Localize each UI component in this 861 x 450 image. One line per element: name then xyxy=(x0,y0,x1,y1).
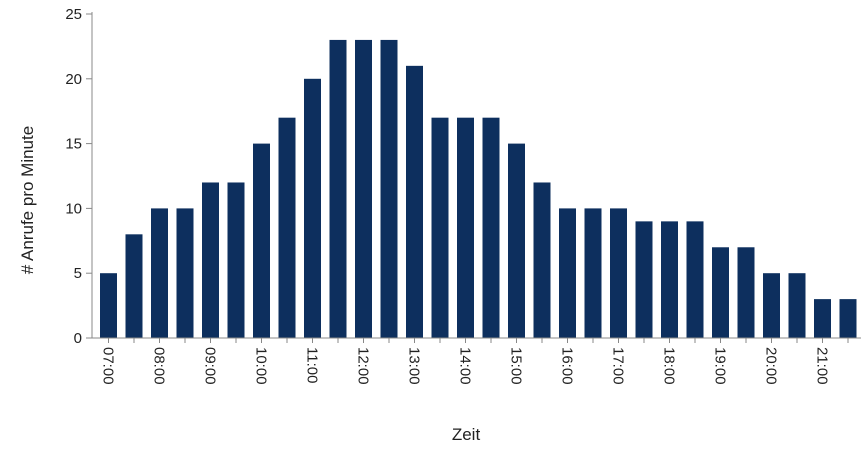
bar xyxy=(202,182,219,338)
x-tick-label: 19:00 xyxy=(712,347,729,385)
bar xyxy=(788,273,806,338)
bar xyxy=(533,182,551,338)
bar xyxy=(661,221,678,338)
bar xyxy=(151,208,168,338)
y-axis-ticks: 0 5 10 15 20 25 xyxy=(65,6,92,347)
bar xyxy=(329,39,347,339)
x-tick-label: 18:00 xyxy=(661,347,678,385)
bar xyxy=(227,182,245,338)
x-tick-label: 10:00 xyxy=(253,347,270,385)
bar xyxy=(635,221,653,338)
bar xyxy=(304,78,321,339)
bar xyxy=(100,273,117,338)
x-tick-label: 21:00 xyxy=(814,347,831,385)
bar xyxy=(253,143,270,338)
bar xyxy=(763,273,780,338)
bar xyxy=(686,221,704,338)
y-axis-label: # Anrufe pro Minute xyxy=(18,126,37,274)
bar xyxy=(380,39,398,339)
bar xyxy=(712,247,729,338)
bar xyxy=(125,234,143,338)
bar xyxy=(839,299,857,338)
x-tick-label: 15:00 xyxy=(508,347,525,385)
bar xyxy=(457,117,474,339)
bar xyxy=(610,208,627,338)
x-tick-label: 07:00 xyxy=(100,347,117,385)
bar-series xyxy=(100,39,857,339)
y-tick-label: 5 xyxy=(74,265,82,282)
bar xyxy=(814,299,831,338)
y-tick-label: 20 xyxy=(65,71,82,88)
bar xyxy=(176,208,194,338)
x-tick-label: 08:00 xyxy=(151,347,168,385)
x-axis-ticks: 07:00 08:00 09:00 10:00 11:00 12:00 13:00 14:00… xyxy=(100,338,849,385)
bar xyxy=(406,65,423,338)
x-tick-label: 16:00 xyxy=(559,347,576,385)
bar xyxy=(482,117,500,339)
x-axis-label: Zeit xyxy=(452,425,481,444)
y-tick-label: 0 xyxy=(74,330,82,347)
bar xyxy=(737,247,755,338)
y-tick-label: 10 xyxy=(65,200,82,217)
bar xyxy=(355,39,372,339)
bar xyxy=(508,143,525,338)
x-tick-label: 13:00 xyxy=(406,347,423,385)
bar xyxy=(431,117,449,339)
x-tick-label: 14:00 xyxy=(457,347,474,385)
bar xyxy=(278,117,296,339)
x-tick-label: 12:00 xyxy=(355,347,372,385)
y-tick-label: 25 xyxy=(65,6,82,23)
y-tick-label: 15 xyxy=(65,136,82,153)
x-tick-label: 20:00 xyxy=(763,347,780,385)
x-tick-label: 09:00 xyxy=(202,347,219,385)
x-tick-label: 11:00 xyxy=(304,347,321,383)
x-tick-label: 17:00 xyxy=(610,347,627,385)
bar xyxy=(584,208,602,338)
bar xyxy=(559,208,576,338)
